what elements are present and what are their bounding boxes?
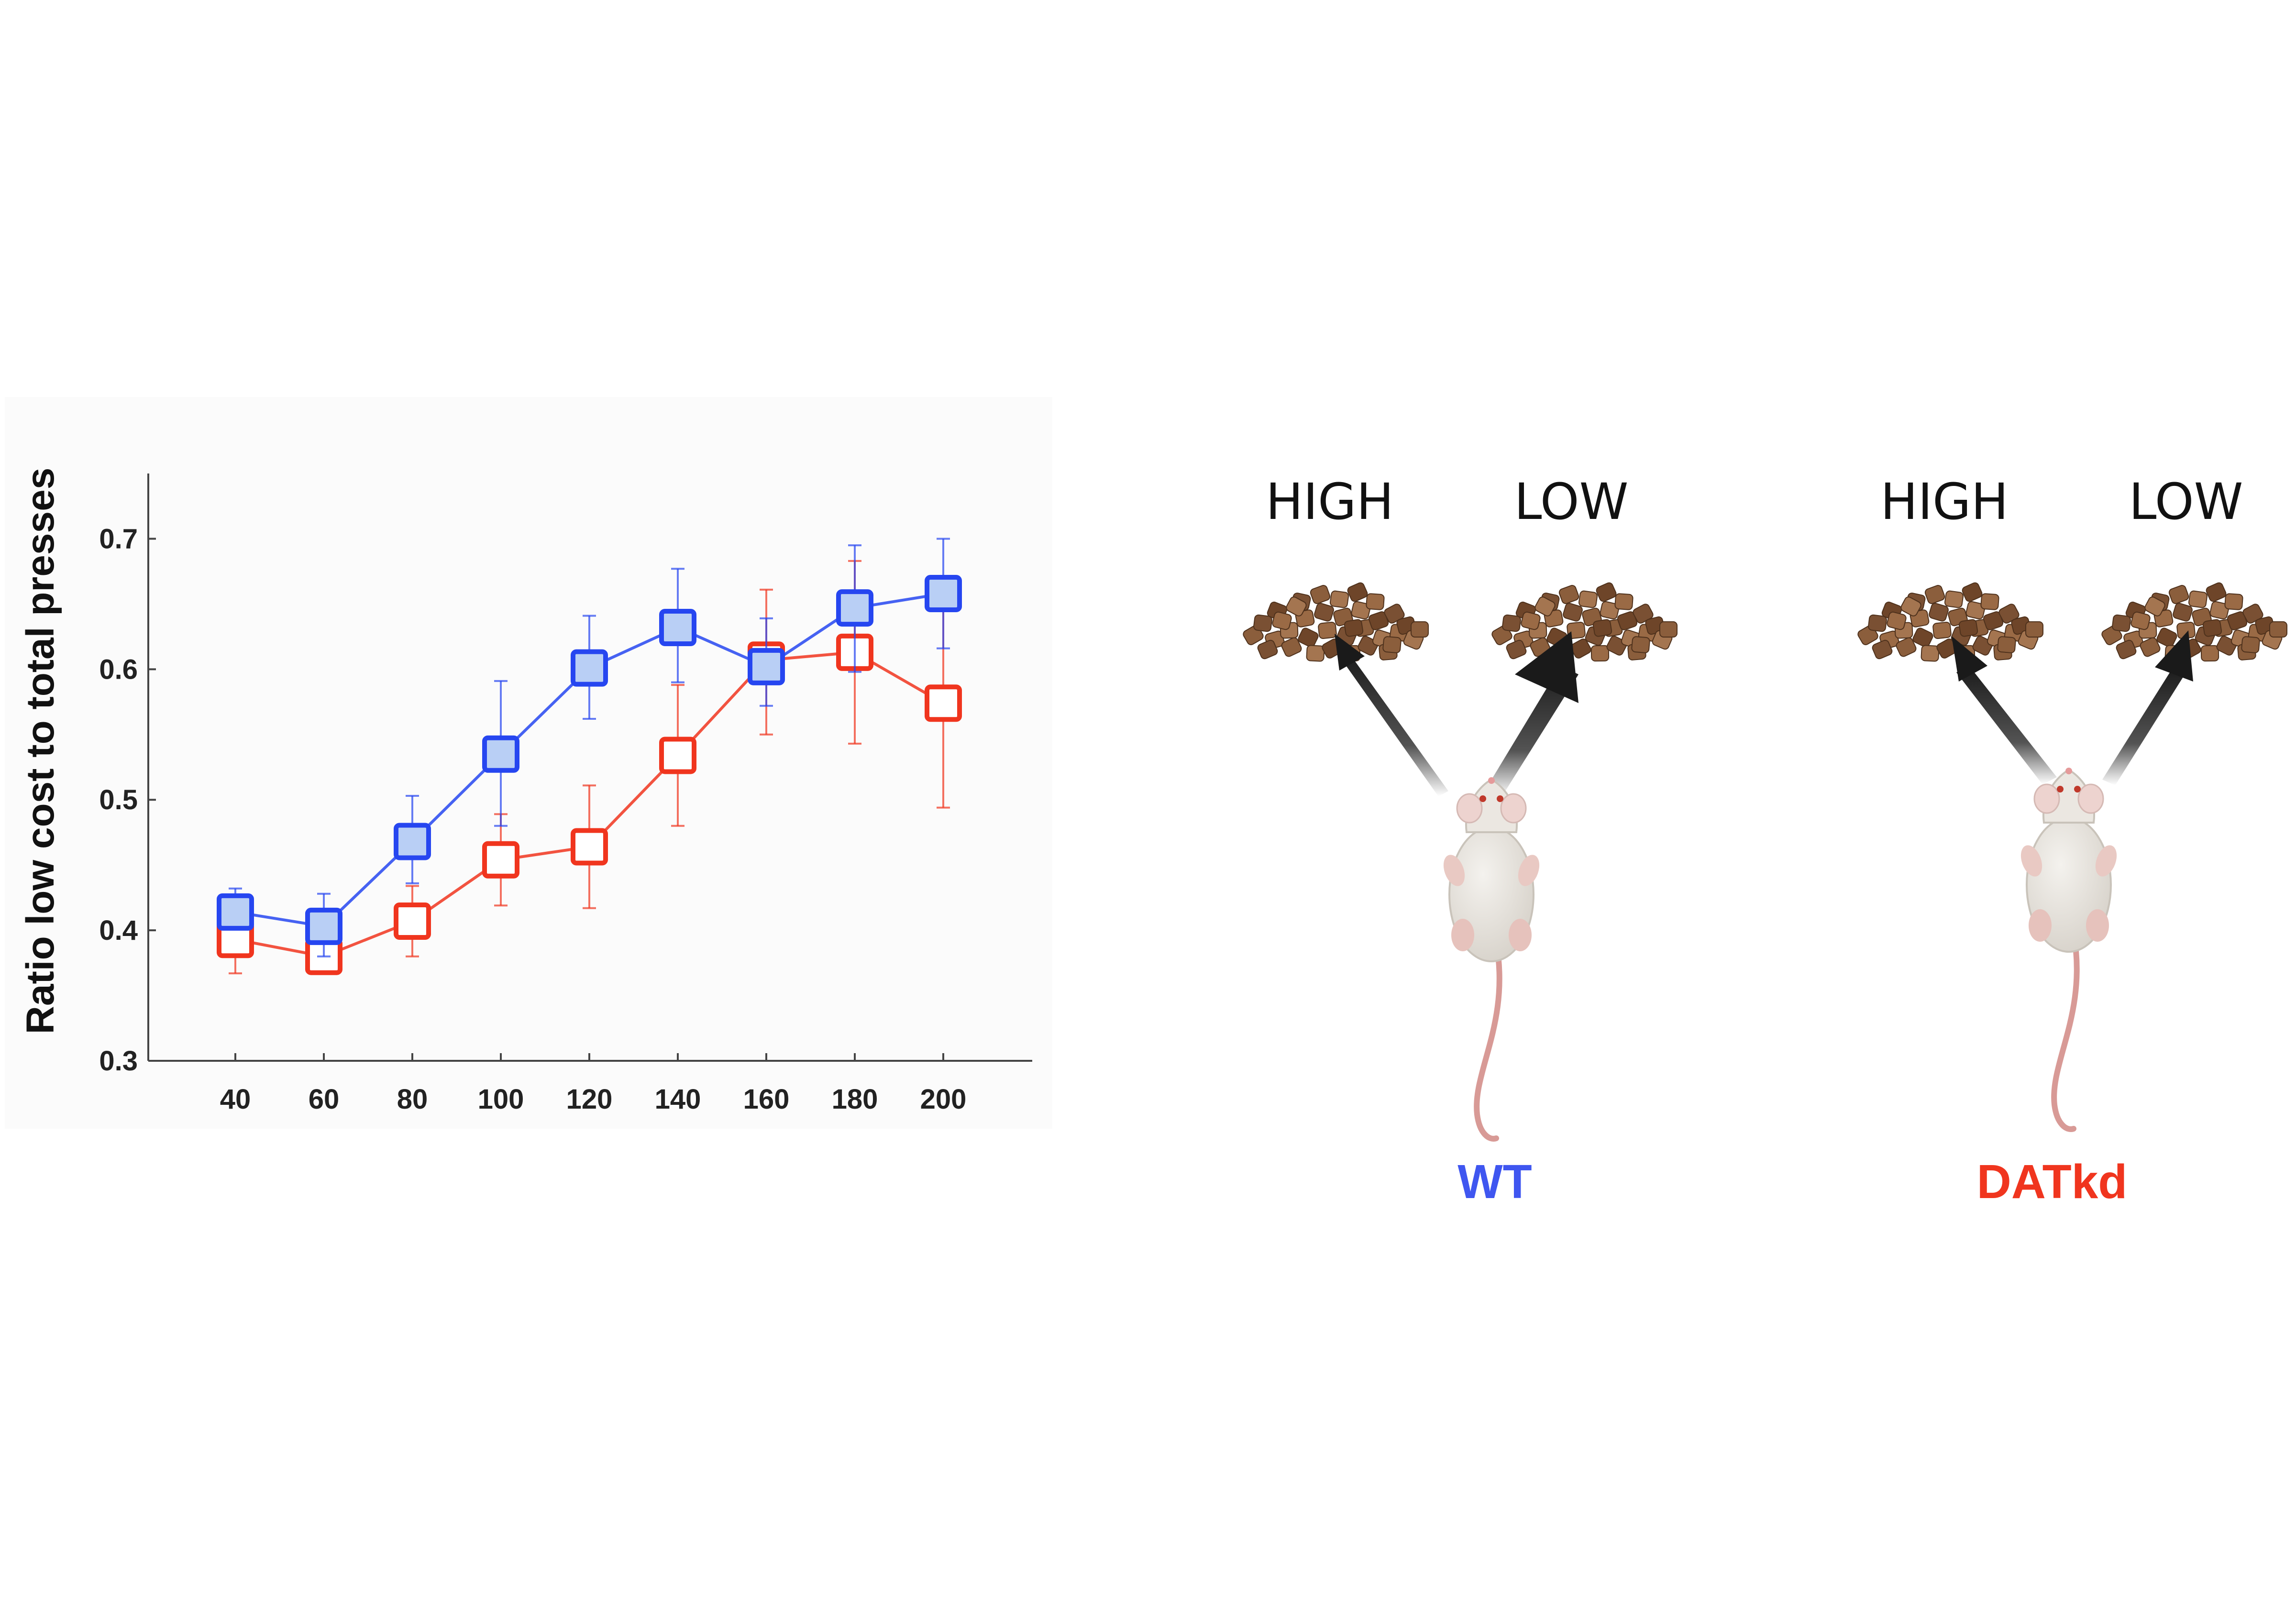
group-label-wt: WT [1457,1155,1532,1209]
y-tick-label: 0.4 [99,915,138,946]
arrow-icon [1335,634,1448,796]
x-axis-ticks: 40 60 80 100 120 140 160 180 200 [220,1053,967,1115]
choice-label-low: LOW [1514,473,1629,531]
y-axis-label: Ratio low cost to total presses [19,468,62,1035]
data-point [305,907,342,945]
choice-label-high: HIGH [1880,473,2009,531]
y-tick-label: 0.6 [99,654,138,685]
food-pellet-pile-icon [1491,582,1678,662]
x-tick-label: 100 [478,1084,524,1115]
arrow-icon [2102,630,2193,785]
choice-label-high: HIGH [1266,473,1394,531]
data-point [925,684,962,722]
data-point [571,649,608,687]
panel-datkd: HIGH LOW [1857,473,2287,1209]
x-tick-label: 180 [832,1084,878,1115]
food-pellet-pile-icon [1243,582,1429,662]
data-point [482,735,519,773]
data-point [394,823,431,860]
mouse-icon [2020,768,2117,1132]
y-tick-label: 0.7 [99,523,138,554]
y-axis-ticks: 0.3 0.4 0.5 0.6 0.7 [99,523,156,1077]
mouse-icon [1443,777,1540,1142]
data-point [748,648,785,685]
data-point [394,903,431,940]
line-chart: 0.3 0.4 0.5 0.6 0.7 40 60 80 100 120 140 160 180 200… [5,397,1052,1129]
x-tick-label: 200 [920,1084,967,1115]
arrow-icon [1483,631,1578,796]
data-point [482,841,519,879]
food-pellet-pile-icon [1857,582,2043,662]
group-label-datkd: DATkd [1977,1155,2128,1209]
x-tick-label: 80 [397,1084,428,1115]
y-tick-label: 0.3 [99,1046,138,1077]
x-tick-label: 160 [743,1084,790,1115]
series-0 [217,538,962,958]
choice-label-low: LOW [2129,473,2243,531]
x-tick-label: 60 [309,1084,340,1115]
y-tick-label: 0.5 [99,784,138,815]
series-layer [217,538,962,975]
x-tick-label: 140 [655,1084,701,1115]
data-point [217,893,254,931]
data-point [659,609,696,647]
data-point [659,737,696,774]
data-point [571,828,608,866]
x-tick-label: 40 [220,1084,251,1115]
data-point [836,589,873,627]
x-tick-label: 120 [566,1084,613,1115]
data-point [925,575,962,613]
chart-background [5,397,1052,1129]
choice-illustration: HIGH LOW [1243,473,2287,1209]
food-pellet-pile-icon [2101,582,2287,662]
panel-wt: HIGH LOW [1243,473,1678,1209]
arrow-icon [1952,636,2057,784]
